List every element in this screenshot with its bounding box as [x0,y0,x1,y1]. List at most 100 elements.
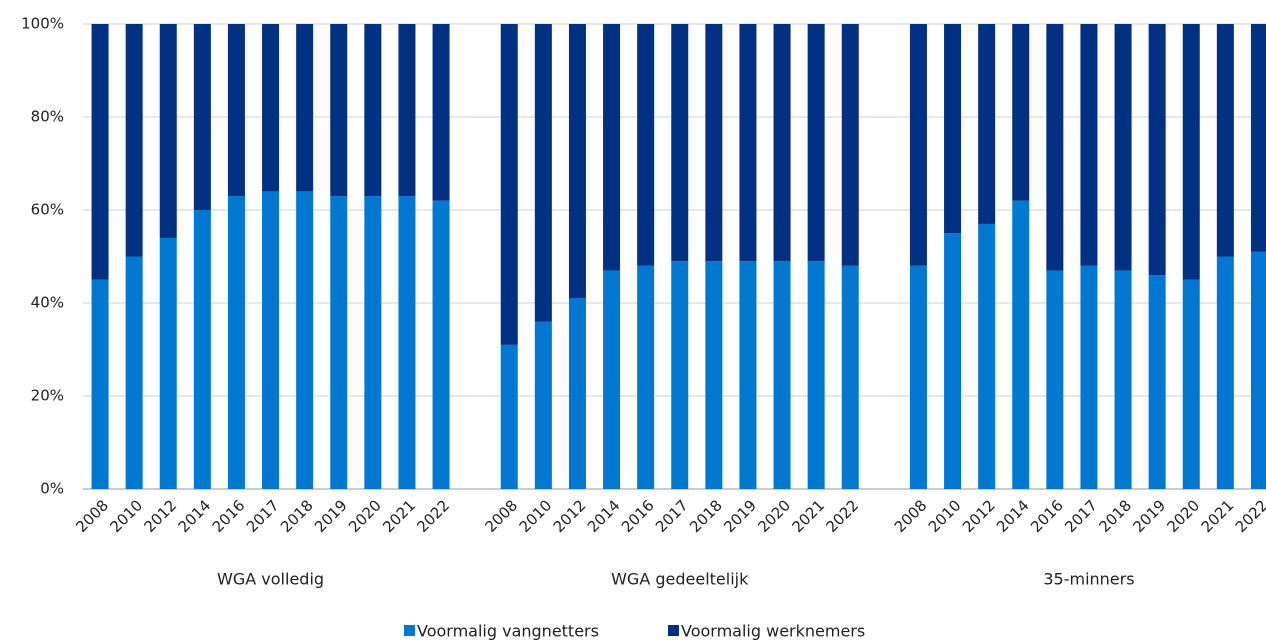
bar-segment [568,24,586,299]
x-tick-label: 2019 [1129,496,1169,536]
bar-segment [193,210,211,489]
x-tick-label: 2022 [413,496,453,536]
x-tick-label: 2018 [1095,496,1135,536]
bar-segment [534,24,552,322]
bar-segment [978,24,996,224]
x-tick-label: 2012 [141,496,181,536]
x-tick-label: 2017 [1061,496,1101,536]
bar-segment [398,196,416,490]
bar-segment [296,24,314,192]
bar-segment [91,24,109,280]
bar-segment [432,200,450,489]
bar-segment [159,24,177,238]
bar-segment [398,24,416,197]
bar-segment [125,24,143,257]
bar-segment [1114,270,1132,489]
bar-segment [1012,24,1030,201]
group-label: WGA gedeeltelijk [611,570,749,589]
legend-label: Voormalig vangnetters [417,622,599,641]
x-tick-label: 2010 [516,496,556,536]
bar-segment [603,270,621,489]
bar-segment [364,24,382,197]
bar-segment [1216,256,1234,489]
bar-segment [1182,24,1200,280]
bar-segment [534,321,552,489]
x-tick-label: 2020 [754,496,794,536]
bar-segment [637,24,655,266]
y-tick-label: 0% [40,480,64,498]
bar-segment [1046,270,1064,489]
x-tick-label: 2022 [823,496,863,536]
bar-segment [296,191,314,489]
bar-segment [1114,24,1132,271]
bar-segment [500,24,518,345]
bar-segment [330,196,348,490]
legend-swatch [404,625,415,636]
group-label: WGA volledig [217,570,324,589]
x-tick-label: 2018 [686,496,726,536]
x-tick-label: 2019 [311,496,351,536]
bar-segment [671,261,689,489]
x-tick-label: 2016 [1027,496,1067,536]
x-tick-label: 2014 [993,496,1033,536]
x-tick-label: 2022 [1232,496,1266,536]
x-tick-label: 2012 [550,496,590,536]
x-tick-label: 2021 [379,496,419,536]
bar-segment [773,24,791,262]
x-tick-label: 2020 [345,496,385,536]
bar-segment [841,24,859,266]
bar-segment [637,265,655,489]
bar-segment [944,24,962,234]
bar-segment [739,24,757,262]
x-tick-label: 2016 [618,496,658,536]
bar-segment [159,237,177,489]
bar-segment [1080,265,1098,489]
y-tick-label: 100% [21,15,64,33]
bar-segment [807,24,825,262]
x-tick-label: 2008 [891,496,931,536]
bar-segment [91,279,109,489]
bar-segment [603,24,621,271]
bar-segment [1148,24,1166,276]
bar-segment [1012,200,1030,489]
bar-segment [841,265,859,489]
bar-segment [1216,24,1234,257]
x-tick-label: 2008 [72,496,112,536]
x-tick-label: 2014 [584,496,624,536]
bar-segment [909,265,927,489]
y-tick-label: 20% [31,387,64,405]
bar-segment [364,196,382,490]
x-tick-label: 2010 [925,496,965,536]
x-tick-label: 2021 [1198,496,1238,536]
bar-segment [944,233,962,489]
legend-label: Voormalig werknemers [681,622,865,641]
legend-swatch [668,625,679,636]
y-tick-label: 60% [31,201,64,219]
bar-segment [705,24,723,262]
bar-segment [1080,24,1098,266]
x-tick-label: 2021 [788,496,828,536]
bar-segment [500,344,518,489]
bar-segment [227,24,245,197]
x-tick-label: 2016 [209,496,249,536]
bar-segment [227,196,245,490]
x-tick-label: 2017 [243,496,283,536]
bar-segment [262,191,280,489]
bar-segment [739,261,757,489]
bar-segment [705,261,723,489]
bar-segment [568,298,586,489]
x-tick-label: 2018 [277,496,317,536]
x-tick-label: 2017 [652,496,692,536]
bar-segment [125,256,143,489]
x-tick-label: 2012 [959,496,999,536]
bar-segment [1148,275,1166,489]
bar-segment [909,24,927,266]
bar-segment [1046,24,1064,271]
x-tick-label: 2010 [106,496,146,536]
bar-segment [330,24,348,197]
x-tick-label: 2019 [720,496,760,536]
x-tick-label: 2008 [482,496,522,536]
x-tick-label: 2014 [175,496,215,536]
bar-segment [671,24,689,262]
